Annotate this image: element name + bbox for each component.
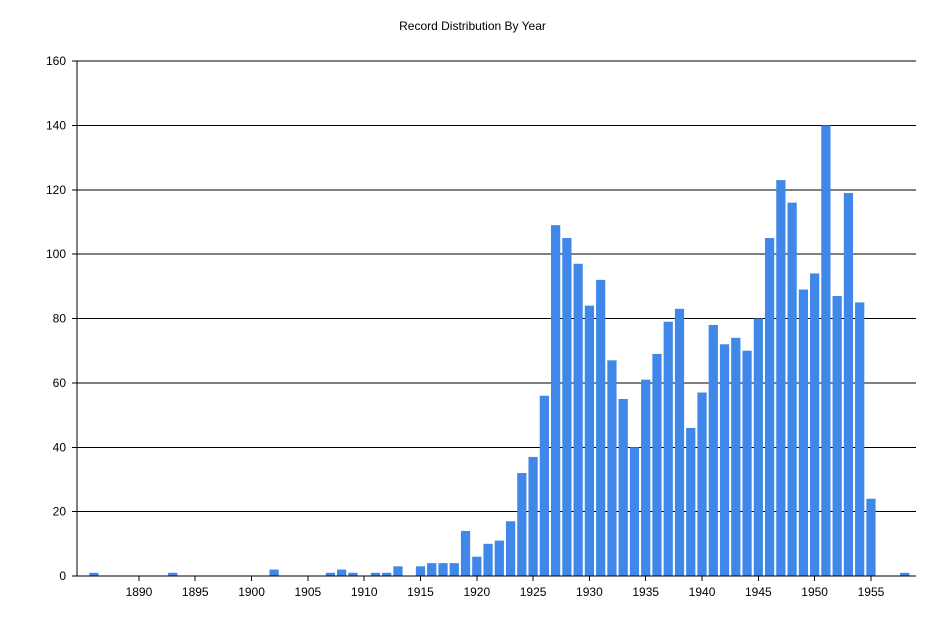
bar-1954 xyxy=(855,302,865,576)
bar-1933 xyxy=(618,398,628,576)
chart-title: Record Distribution By Year xyxy=(399,19,546,33)
bar-1931 xyxy=(596,279,606,577)
bar-1918 xyxy=(449,563,459,577)
bar-1943 xyxy=(731,337,741,576)
x-tick-label: 1925 xyxy=(520,585,547,599)
bar-1942 xyxy=(719,344,730,576)
bar-1932 xyxy=(607,360,617,576)
bar-1917 xyxy=(438,563,448,577)
bar-1945 xyxy=(753,318,763,576)
y-tick-label: 160 xyxy=(46,54,66,68)
bar-1935 xyxy=(641,379,651,576)
bar-1922 xyxy=(494,540,504,576)
bar-1930 xyxy=(584,305,595,577)
x-tick-label: 1920 xyxy=(463,585,490,599)
y-tick-label: 20 xyxy=(53,505,67,519)
bar-1936 xyxy=(652,353,662,576)
bar-1939 xyxy=(686,427,696,576)
bar-1921 xyxy=(483,543,493,576)
bar-1902 xyxy=(269,569,279,576)
bar-1928 xyxy=(562,238,572,576)
bar-1893 xyxy=(168,572,178,576)
y-tick-label: 100 xyxy=(46,247,66,261)
x-tick-label: 1955 xyxy=(858,585,885,599)
bar-1919 xyxy=(460,530,471,576)
x-tick-label: 1900 xyxy=(238,585,265,599)
bar-1912 xyxy=(382,572,392,576)
bar-1948 xyxy=(787,202,797,577)
y-tick-label: 140 xyxy=(46,118,66,132)
bar-1886 xyxy=(89,572,99,576)
bar-1951 xyxy=(821,125,831,577)
bar-1934 xyxy=(629,447,640,576)
bar-1946 xyxy=(764,238,775,576)
y-tick-label: 0 xyxy=(59,569,66,583)
bar-1927 xyxy=(551,225,561,576)
bar-1937 xyxy=(663,321,673,576)
y-tick-label: 120 xyxy=(46,183,66,197)
bar-1920 xyxy=(472,556,482,576)
x-tick-label: 1895 xyxy=(182,585,209,599)
y-tick-label: 40 xyxy=(53,440,67,454)
bar-1938 xyxy=(674,308,685,576)
bar-1926 xyxy=(539,395,549,576)
bar-1909 xyxy=(348,572,358,576)
x-tick-label: 1935 xyxy=(632,585,659,599)
y-tick-label: 80 xyxy=(53,312,67,326)
bar-1915 xyxy=(415,566,426,576)
x-tick-label: 1890 xyxy=(126,585,153,599)
bar-1940 xyxy=(697,392,707,576)
y-tick-label: 60 xyxy=(53,376,67,390)
bar-1953 xyxy=(843,192,854,576)
bar-1944 xyxy=(742,350,752,576)
bar-1941 xyxy=(708,324,718,576)
bar-1911 xyxy=(370,572,381,576)
bar-1907 xyxy=(325,572,335,576)
x-tick-label: 1915 xyxy=(407,585,434,599)
bar-1952 xyxy=(832,295,842,576)
x-tick-label: 1910 xyxy=(351,585,378,599)
x-tick-label: 1945 xyxy=(745,585,772,599)
bar-1950 xyxy=(810,273,820,576)
bar-1925 xyxy=(528,456,538,576)
bar-1958 xyxy=(900,572,910,576)
bar-1947 xyxy=(776,180,786,576)
x-tick-label: 1950 xyxy=(801,585,828,599)
bar-1908 xyxy=(337,569,347,576)
bar-1949 xyxy=(798,289,808,576)
bar-1923 xyxy=(505,521,516,576)
x-tick-label: 1905 xyxy=(295,585,322,599)
bar-1955 xyxy=(866,498,876,576)
bar-1913 xyxy=(393,566,403,576)
bar-1924 xyxy=(517,473,527,576)
x-tick-label: 1940 xyxy=(689,585,716,599)
x-tick-label: 1930 xyxy=(576,585,603,599)
bar-1916 xyxy=(427,563,437,577)
bar-1929 xyxy=(573,263,583,576)
